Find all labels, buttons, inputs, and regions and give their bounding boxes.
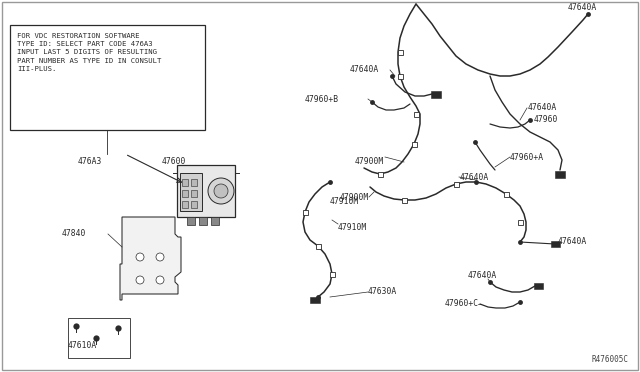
Bar [550,241,559,247]
Text: 47640A: 47640A [528,103,557,112]
Circle shape [208,178,234,204]
Bar [534,283,543,289]
Circle shape [156,253,164,261]
Bar [199,217,207,225]
Circle shape [156,276,164,284]
Bar [180,173,202,211]
Text: 47640A: 47640A [568,3,597,13]
Bar [211,217,219,225]
Polygon shape [120,217,181,300]
Bar [191,201,197,208]
Text: 47640A: 47640A [558,237,588,247]
Text: 47840: 47840 [62,230,86,238]
Text: 47630A: 47630A [368,288,397,296]
Bar [378,171,383,176]
Bar [187,217,195,225]
Text: 47960+A: 47960+A [510,153,544,161]
Bar [413,112,419,116]
Text: 47610A: 47610A [67,340,97,350]
Bar [397,74,403,78]
Text: 47910M: 47910M [330,198,359,206]
Text: R476005C: R476005C [591,355,628,364]
Bar [191,179,197,186]
Text: 47960+B: 47960+B [305,94,339,103]
Bar [431,90,441,97]
Text: 47960+C: 47960+C [445,299,479,308]
Bar [397,49,403,55]
Circle shape [136,276,144,284]
Bar [401,198,406,202]
Bar [310,297,320,303]
Text: 47640A: 47640A [350,65,380,74]
Bar [454,182,458,186]
Bar [518,219,522,224]
Bar [316,244,321,248]
Bar [68,318,130,358]
Bar [191,190,197,197]
Text: FOR VDC RESTORATION SOFTWARE
TYPE ID: SELECT PART CODE 476A3
INPUT LAST 5 DIGITS: FOR VDC RESTORATION SOFTWARE TYPE ID: SE… [17,33,161,72]
Bar [504,192,509,196]
Text: 476A3: 476A3 [78,157,102,167]
Text: 47910M: 47910M [338,222,367,231]
Bar [412,141,417,147]
Bar [182,190,188,197]
Text: 47600: 47600 [162,157,186,167]
Bar [555,170,565,177]
Circle shape [136,253,144,261]
Bar [10,25,205,130]
Bar [182,179,188,186]
Bar [303,209,307,215]
Text: 47640A: 47640A [468,272,497,280]
Bar [182,201,188,208]
Text: 47900M: 47900M [355,157,384,167]
Bar [177,165,235,217]
Circle shape [214,184,228,198]
Bar [330,272,335,276]
Text: 47900M: 47900M [340,192,369,202]
Text: 47640A: 47640A [460,173,489,182]
Text: 47960: 47960 [534,115,558,125]
